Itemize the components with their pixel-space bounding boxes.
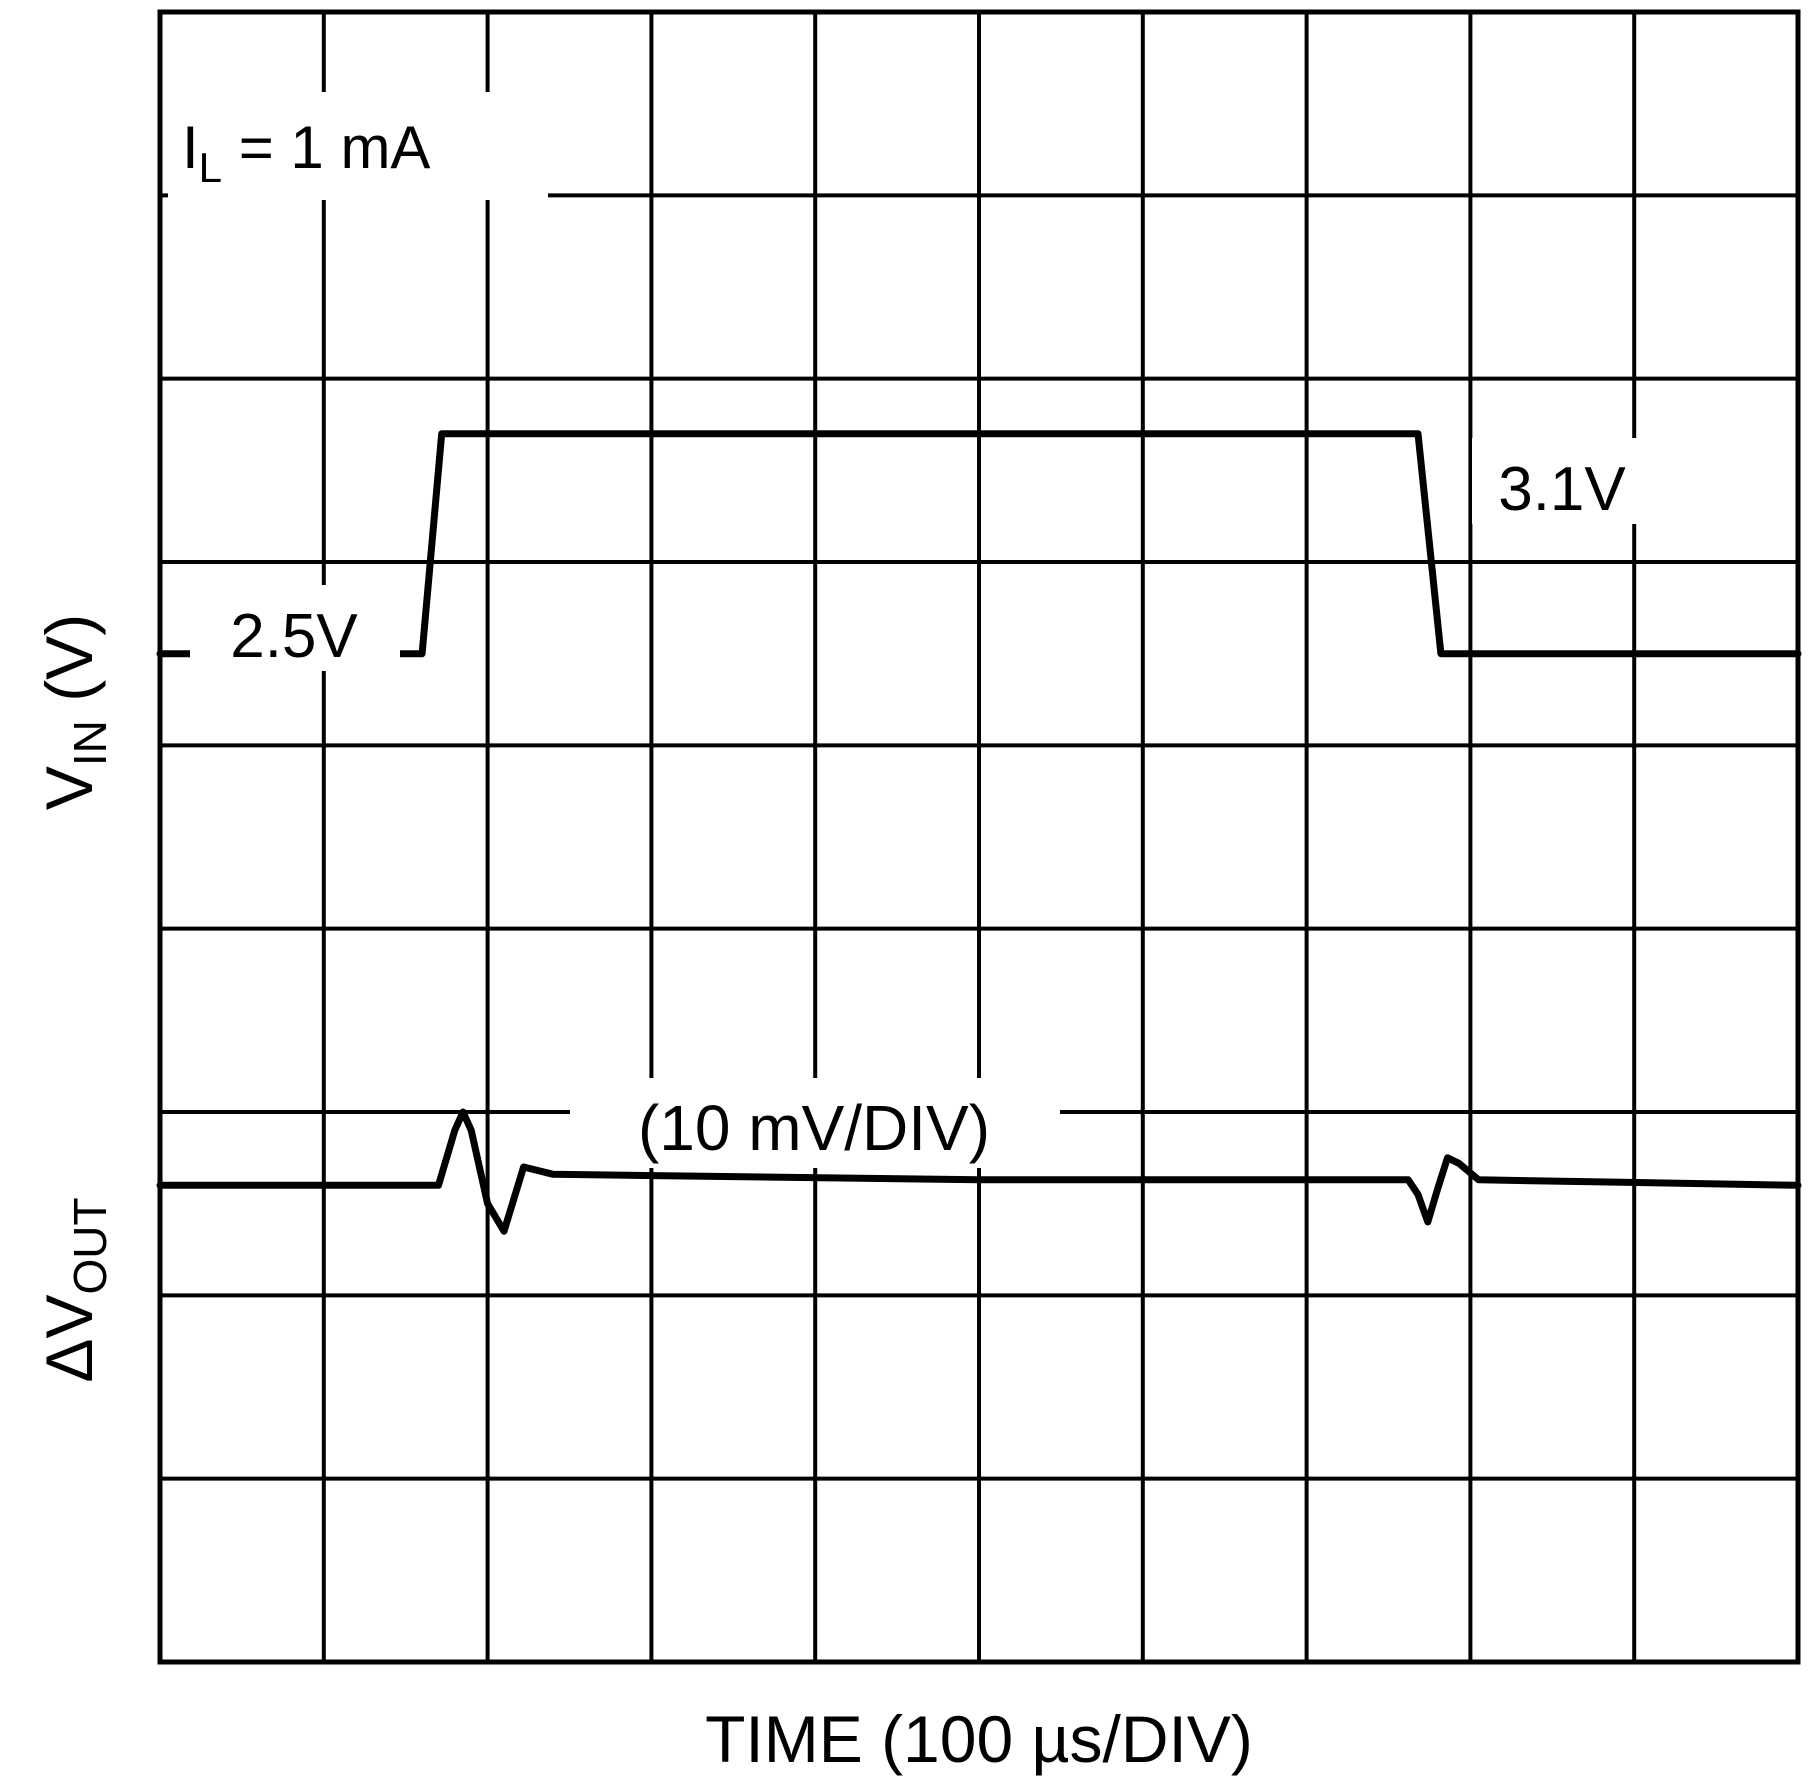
ylabel-bottom: ΔVOUT <box>32 1197 116 1382</box>
plot-frame <box>157 9 1801 1665</box>
ylabel-top-main: V <box>32 766 106 810</box>
xlabel: TIME (100 µs/DIV) <box>705 1702 1253 1776</box>
load-current-label: IL = 1 mA <box>182 114 430 191</box>
grid <box>160 12 1798 1662</box>
load-current-bg <box>168 92 548 200</box>
dvout-scale-label: (10 mV/DIV) <box>638 1092 990 1164</box>
load-current-sub: L <box>199 144 222 191</box>
vin-low-label: 2.5V <box>230 602 358 671</box>
ylabel-top: VIN (V) <box>32 614 116 810</box>
dvout-scale-bg <box>570 1078 1060 1168</box>
load-current-tail: = 1 mA <box>222 114 430 181</box>
vin-high-label: 3.1V <box>1498 455 1626 524</box>
vin-low-bg <box>190 585 400 671</box>
ylabel-bottom-main: ΔV <box>32 1295 106 1383</box>
dvout-trace <box>156 1108 1802 1235</box>
ylabel-bottom-sub: OUT <box>64 1197 116 1294</box>
load-current-main: I <box>182 114 199 181</box>
vin-high-bg <box>1472 438 1652 524</box>
ylabel-top-sub: IN <box>64 720 116 766</box>
ylabel-top-tail: (V) <box>32 614 106 720</box>
